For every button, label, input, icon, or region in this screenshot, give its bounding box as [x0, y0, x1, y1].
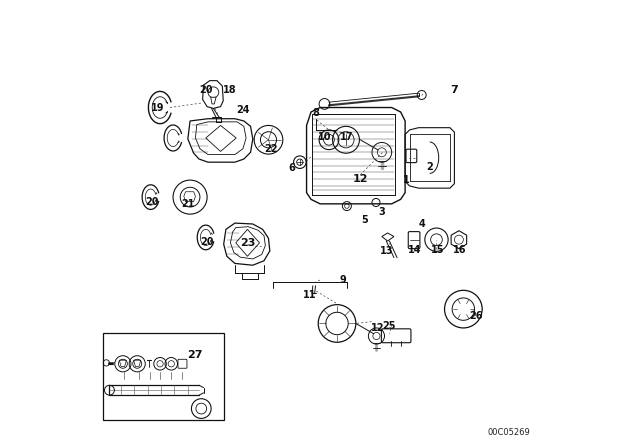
Text: 3: 3 — [378, 207, 385, 217]
Text: 26: 26 — [469, 311, 483, 321]
Text: 16: 16 — [453, 245, 467, 255]
Text: 10: 10 — [317, 132, 332, 142]
Text: 17: 17 — [340, 132, 354, 142]
Text: 18: 18 — [223, 85, 236, 95]
Text: 13: 13 — [380, 246, 393, 256]
Text: 27: 27 — [187, 350, 202, 360]
Text: 20: 20 — [200, 237, 214, 247]
Text: 5: 5 — [362, 215, 368, 225]
Text: 12: 12 — [371, 323, 384, 333]
Text: 8: 8 — [312, 108, 319, 118]
Text: 4: 4 — [419, 219, 426, 229]
Text: 14: 14 — [408, 245, 422, 255]
Polygon shape — [211, 97, 216, 104]
Text: 22: 22 — [264, 144, 278, 154]
Text: 12: 12 — [353, 174, 368, 184]
Text: 9: 9 — [339, 275, 346, 285]
Text: 25: 25 — [383, 321, 396, 331]
Text: 7: 7 — [451, 85, 458, 95]
Text: 19: 19 — [150, 103, 164, 112]
Text: 15: 15 — [431, 245, 444, 255]
Text: 1: 1 — [403, 175, 410, 185]
Text: 21: 21 — [181, 199, 195, 209]
Text: 20: 20 — [199, 85, 212, 95]
Text: 20: 20 — [145, 198, 159, 207]
Text: 23: 23 — [240, 238, 255, 248]
Text: 6: 6 — [289, 163, 296, 173]
Text: 00C05269: 00C05269 — [488, 428, 531, 437]
Text: 2: 2 — [426, 162, 433, 172]
Text: 11: 11 — [303, 290, 317, 300]
Text: 24: 24 — [236, 105, 250, 115]
